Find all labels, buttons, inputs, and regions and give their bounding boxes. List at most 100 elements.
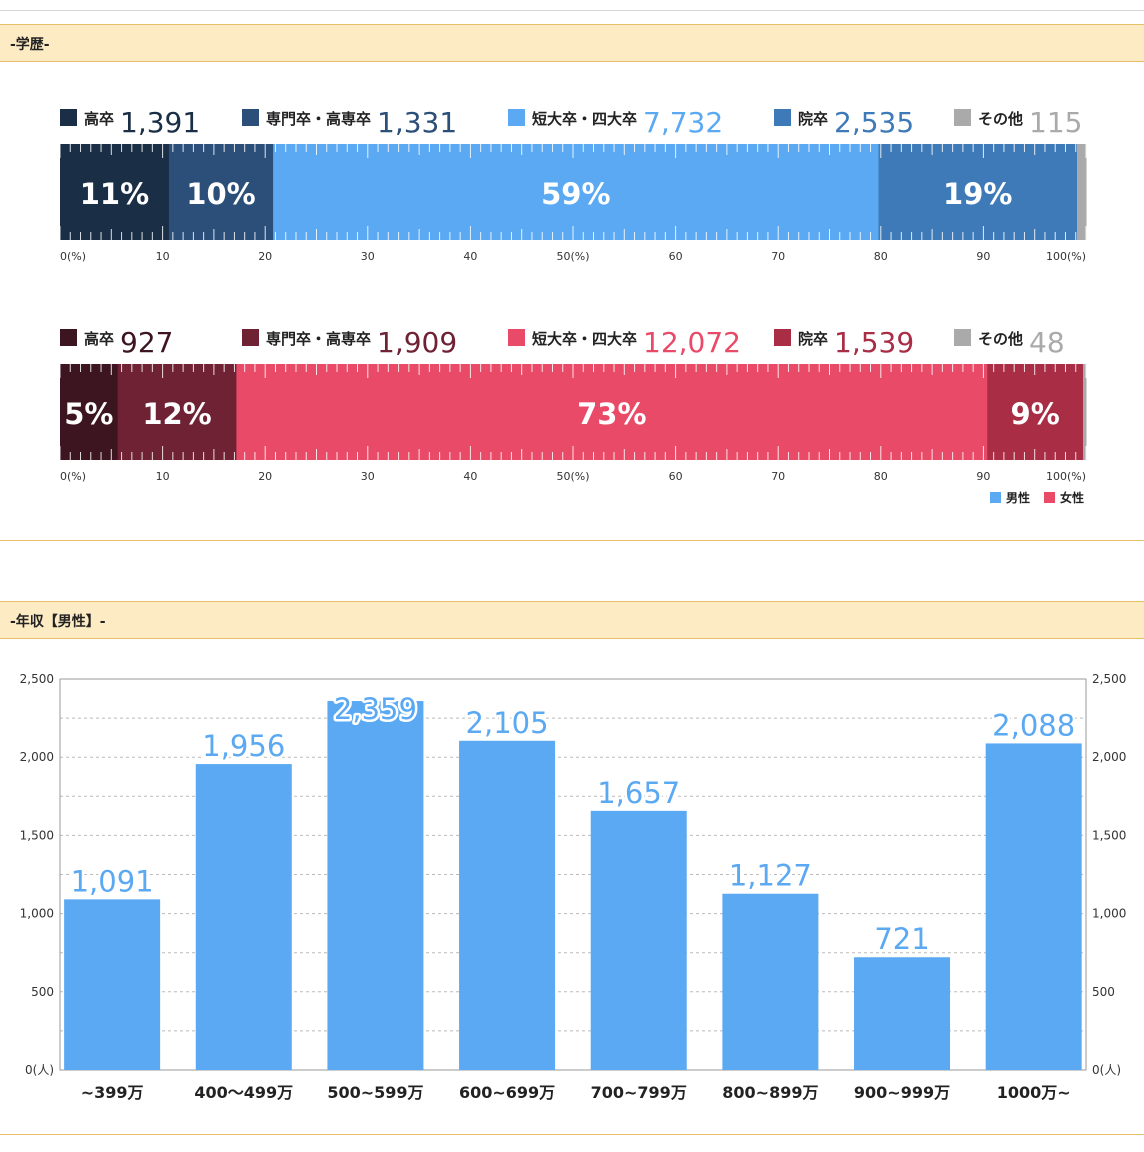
income-category-label: 800~899万	[722, 1083, 818, 1102]
female-legend-swatch	[242, 329, 259, 346]
female-segment	[987, 364, 1084, 460]
female-axis-tick-label: 60	[669, 470, 683, 483]
female-segment	[1083, 364, 1087, 460]
y-tick-label-right: 1,000	[1092, 907, 1126, 921]
female-axis-tick-label: 70	[771, 470, 785, 483]
y-tick-label-left: 0(人)	[25, 1063, 54, 1077]
top-divider	[0, 10, 1144, 11]
female-segment-percent: 5%	[64, 397, 113, 431]
female-legend-count: 1,539	[834, 326, 914, 359]
income-bar	[590, 810, 687, 1070]
female-legend-label: 高卒	[84, 330, 114, 348]
male-axis-tick-label: 30	[361, 250, 375, 263]
female-axis-tick-label: 10	[156, 470, 170, 483]
income-bar	[854, 957, 951, 1070]
income-category-label: 500~599万	[327, 1083, 423, 1102]
female-axis-tick-label: 50(%)	[556, 470, 589, 483]
gender-legend-male-label: 男性	[1006, 490, 1030, 505]
y-tick-label-left: 1,000	[20, 907, 54, 921]
male-legend-label: 短大卒・四大卒	[532, 110, 637, 128]
male-legend-label: 院卒	[798, 110, 828, 128]
y-tick-label-left: 1,500	[20, 828, 54, 842]
income-bar	[985, 743, 1082, 1070]
income-category-label: ~399万	[81, 1083, 144, 1102]
male-axis-tick-label: 90	[976, 250, 990, 263]
gender-legend-male-swatch	[990, 492, 1001, 503]
income-section-bottom-border	[0, 1134, 1144, 1135]
male-axis-tick-label: 100(%)	[1046, 250, 1086, 263]
male-segment-percent: 10%	[186, 177, 255, 211]
female-legend-count: 927	[120, 326, 173, 359]
income-section-header: -年収【男性】-	[0, 601, 1144, 639]
male-legend-label: 専門卒・高専卒	[266, 110, 371, 128]
y-tick-label-left: 2,000	[20, 750, 54, 764]
male-legend-swatch	[774, 109, 791, 126]
male-segment-percent: 11%	[80, 177, 149, 211]
male-legend-swatch	[954, 109, 971, 126]
male-axis-tick-label: 40	[463, 250, 477, 263]
female-segment-percent: 9%	[1011, 397, 1060, 431]
male-axis-tick-label: 10	[156, 250, 170, 263]
income-bar-value-label: 1,657	[597, 776, 680, 810]
male-segment	[60, 144, 170, 240]
income-section-title: -年収【男性】-	[10, 614, 106, 630]
income-bar-value-label: 2,105	[466, 706, 549, 740]
male-segment-percent: 19%	[943, 177, 1012, 211]
male-legend-swatch	[60, 109, 77, 126]
gender-legend-female-label: 女性	[1060, 490, 1084, 505]
male-segment	[1076, 144, 1087, 240]
female-segment	[236, 364, 988, 460]
male-legend-swatch	[508, 109, 525, 126]
income-bar	[459, 740, 556, 1070]
income-category-label: 400～499万	[194, 1083, 293, 1102]
male-segment	[168, 144, 274, 240]
income-bar-value-label: 721	[874, 922, 929, 956]
y-tick-label-right: 2,500	[1092, 672, 1126, 686]
female-axis-tick-label: 40	[463, 470, 477, 483]
y-tick-label-right: 0(人)	[1092, 1063, 1121, 1077]
gender-legend-female-swatch	[1044, 492, 1055, 503]
male-segment	[878, 144, 1078, 240]
female-axis-tick-label: 20	[258, 470, 272, 483]
y-tick-label-right: 2,000	[1092, 750, 1126, 764]
male-axis-tick-label: 0(%)	[60, 250, 86, 263]
male-axis-tick-label: 20	[258, 250, 272, 263]
income-bar-value-label: 1,091	[71, 864, 154, 898]
education-section-title: -学歴-	[10, 37, 50, 53]
male-legend-count: 1,391	[120, 106, 200, 139]
y-tick-label-right: 500	[1092, 985, 1115, 999]
female-segment-percent: 73%	[577, 397, 646, 431]
income-bar-value-label: 2,359	[334, 692, 417, 726]
female-legend-count: 1,909	[377, 326, 457, 359]
income-bar	[722, 893, 819, 1070]
female-axis-tick-label: 0(%)	[60, 470, 86, 483]
female-legend-label: 専門卒・高専卒	[266, 330, 371, 348]
male-segment-percent: 59%	[541, 177, 610, 211]
male-segment	[273, 144, 880, 240]
female-axis-tick-label: 80	[874, 470, 888, 483]
education-section-bottom-border	[0, 540, 1144, 541]
female-legend-swatch	[508, 329, 525, 346]
y-tick-label-left: 500	[31, 985, 54, 999]
female-legend-count: 48	[1029, 326, 1065, 359]
female-legend-label: 短大卒・四大卒	[532, 330, 637, 348]
female-legend-swatch	[60, 329, 77, 346]
female-segment	[60, 364, 119, 460]
female-axis-tick-label: 100(%)	[1046, 470, 1086, 483]
income-bar	[327, 701, 424, 1070]
male-legend-count: 7,732	[643, 106, 723, 139]
female-legend-label: 院卒	[798, 330, 828, 348]
income-bar	[195, 764, 292, 1070]
income-bar-value-label: 1,956	[202, 729, 285, 763]
female-axis-tick-label: 30	[361, 470, 375, 483]
y-tick-label-left: 2,500	[20, 672, 54, 686]
female-legend-count: 12,072	[643, 326, 741, 359]
plot-frame	[59, 678, 1087, 1071]
income-category-label: 900~999万	[854, 1083, 950, 1102]
female-axis-tick-label: 90	[976, 470, 990, 483]
male-legend-label: その他	[978, 110, 1023, 128]
education-charts: 高卒 1,391 専門卒・高専卒 1,331 短大卒・四大卒 7,732 院卒 2,535 その…	[59, 106, 1087, 505]
female-legend-swatch	[954, 329, 971, 346]
income-category-label: 700~799万	[591, 1083, 687, 1102]
male-axis-tick-label: 60	[669, 250, 683, 263]
